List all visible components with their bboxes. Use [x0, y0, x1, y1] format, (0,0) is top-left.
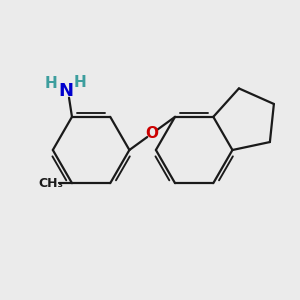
Text: O: O	[146, 126, 159, 141]
Text: H: H	[45, 76, 58, 91]
Text: CH₃: CH₃	[39, 177, 64, 190]
Text: N: N	[58, 82, 73, 100]
Text: H: H	[74, 76, 87, 91]
